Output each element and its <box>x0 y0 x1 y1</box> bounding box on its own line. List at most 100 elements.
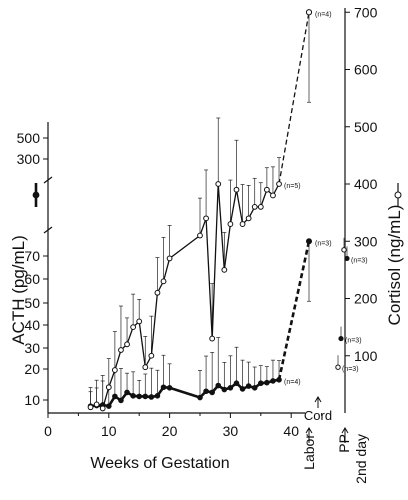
acth-labor-point <box>305 238 312 245</box>
acth-last-n-label: (n=4) <box>284 379 301 386</box>
y-left-tick-label: 70 <box>24 248 40 264</box>
y-right-tick-label: 500 <box>354 119 378 135</box>
acth-point <box>118 397 124 404</box>
acth-point <box>239 386 246 392</box>
acth-point <box>166 385 173 391</box>
cortisol-cord-point <box>335 364 341 370</box>
acth-point <box>209 389 215 396</box>
cortisol-point <box>197 232 203 239</box>
y-left-tick-label: 500 <box>17 130 41 146</box>
acth-point <box>270 378 276 384</box>
labor-label: Labor <box>301 434 317 470</box>
cortisol-cord-n-label: (n=3) <box>342 366 359 373</box>
acth-point <box>227 385 234 391</box>
y-left-tick-label: 20 <box>24 361 40 377</box>
cortisol-point <box>270 192 276 199</box>
acth-legend-marker <box>32 191 40 199</box>
y-left-tick-label: 50 <box>24 295 40 311</box>
cortisol-point <box>215 181 222 187</box>
acth-point <box>142 393 149 400</box>
acth-pp-point <box>344 255 350 262</box>
acth-point <box>221 386 228 393</box>
y-left-label: ACTH (pg/mL) <box>9 235 28 345</box>
acth-point <box>215 382 222 389</box>
y-right-tick-label: 700 <box>354 4 378 20</box>
y-left-tick-label: 10 <box>24 392 40 408</box>
cortisol-point <box>99 405 106 412</box>
y-left-break-mark <box>43 176 53 184</box>
cortisol-point <box>221 266 228 273</box>
cortisol-point <box>257 204 264 210</box>
acth-point <box>112 393 118 400</box>
cortisol-point <box>148 352 155 359</box>
acth-point <box>160 384 167 391</box>
acth-labor-line <box>277 241 311 381</box>
cortisol-point <box>130 324 137 331</box>
cortisol-point <box>160 278 167 285</box>
acth-labor-n-label: (n=3) <box>315 240 332 247</box>
pp-label: PP <box>336 434 352 453</box>
y-left-tick-label: 300 <box>17 151 41 167</box>
cortisol-point <box>154 289 161 296</box>
cortisol-point <box>245 215 252 222</box>
acth-point <box>264 379 270 386</box>
acth-cord-point <box>338 335 344 342</box>
cortisol-point <box>118 347 124 353</box>
y-right-tick-label: 600 <box>354 62 378 78</box>
acth-point <box>203 388 209 395</box>
cortisol-point <box>87 404 94 411</box>
cortisol-labor-line <box>278 12 310 185</box>
x-tick-label: 0 <box>44 423 52 439</box>
cortisol-point <box>124 341 130 348</box>
cortisol-labor-n-label: (n=4) <box>315 11 332 18</box>
cord-arrow-head <box>314 396 322 403</box>
cortisol-legend-marker <box>394 191 402 199</box>
cortisol-point <box>276 181 282 187</box>
acth-point <box>276 376 282 383</box>
cortisol-point <box>239 221 246 227</box>
cortisol-point <box>233 186 240 193</box>
acth-cord-n-label: (n=3) <box>345 338 362 345</box>
acth-point <box>251 385 258 391</box>
acth-point <box>130 393 136 399</box>
y-right-tick-label: 100 <box>354 348 378 364</box>
x-tick-label: 40 <box>283 423 299 439</box>
labor-arrow-head <box>305 427 313 434</box>
x-tick-label: 30 <box>223 423 239 439</box>
y-right-tick-label: 300 <box>354 233 378 249</box>
acth-point <box>148 394 155 400</box>
y-left-tick-label: 40 <box>24 317 40 333</box>
x-tick-label: 10 <box>101 423 117 439</box>
cortisol-line <box>90 183 280 410</box>
cortisol-point <box>203 215 209 222</box>
y-left-break-mark <box>43 226 53 234</box>
acth-point <box>245 383 252 389</box>
x-tick-label: 20 <box>162 423 178 439</box>
cord-label: Cord <box>304 408 332 423</box>
cortisol-point <box>93 401 100 408</box>
cortisol-point <box>263 186 270 193</box>
cortisol-point <box>111 367 118 373</box>
series-lines <box>88 12 311 410</box>
cortisol-last-n-label: (n=5) <box>284 183 301 190</box>
cortisol-labor-point <box>305 9 313 16</box>
acth-point <box>233 380 240 387</box>
acth-point <box>154 393 161 399</box>
cortisol-point <box>136 318 143 325</box>
pp-arrow-head <box>341 427 349 434</box>
pp-day-label: 2nd day <box>353 434 369 484</box>
acth-pp-n-label: (n=3) <box>351 257 368 264</box>
cortisol-point <box>142 364 149 371</box>
x-axis-label: Weeks of Gestation <box>90 455 229 472</box>
y-right-tick-label: 400 <box>354 176 378 192</box>
axes: 0 10 20 30 401020304050607030050010020030040… <box>17 4 402 443</box>
acth-line <box>90 378 280 408</box>
cortisol-point <box>251 204 258 210</box>
acth-point <box>257 380 264 387</box>
y-left-tick-label: 30 <box>24 340 40 356</box>
cortisol-point <box>105 384 112 391</box>
y-right-label: Cortisol (ng/mL) <box>385 205 404 326</box>
acth-point <box>124 389 130 396</box>
y-right-tick-label: 200 <box>354 291 378 307</box>
